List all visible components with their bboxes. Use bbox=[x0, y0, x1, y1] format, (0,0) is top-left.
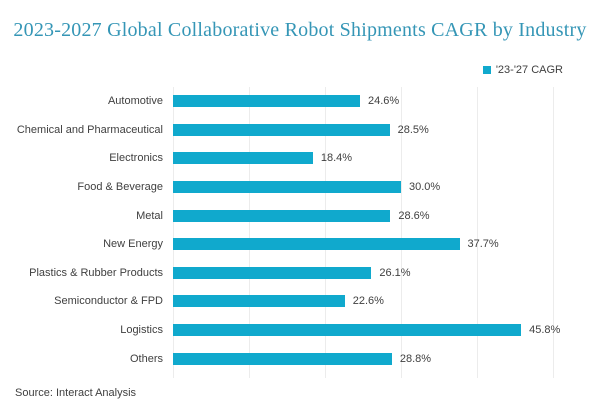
chart-row: Food & Beverage 30.0% bbox=[0, 173, 600, 202]
category-label: Plastics & Rubber Products bbox=[29, 266, 163, 279]
value-label: 24.6% bbox=[367, 95, 400, 108]
value-label: 18.4% bbox=[320, 152, 353, 165]
gridline bbox=[553, 87, 554, 378]
bar-area: 45.8% bbox=[173, 324, 560, 337]
category-label: Chemical and Pharmaceutical bbox=[16, 123, 163, 136]
chart-row: Logistics 45.8% bbox=[0, 316, 600, 345]
bar bbox=[173, 324, 522, 337]
bar-area: 18.4% bbox=[173, 152, 553, 165]
bar bbox=[173, 238, 460, 251]
category-label: Food & Beverage bbox=[77, 181, 163, 194]
bar bbox=[173, 181, 401, 194]
bar bbox=[173, 123, 390, 136]
category-label: New Energy bbox=[103, 238, 163, 251]
chart-row: Automotive 24.6% bbox=[0, 87, 600, 116]
bar bbox=[173, 152, 313, 165]
legend-swatch-icon bbox=[482, 66, 491, 74]
chart-row: Metal 28.6% bbox=[0, 201, 600, 230]
gridline bbox=[173, 87, 174, 378]
legend: '23-'27 CAGR bbox=[482, 64, 563, 76]
value-label: 22.6% bbox=[352, 295, 384, 308]
bar-area: 26.1% bbox=[173, 266, 553, 279]
chart-row: Semiconductor & FPD 22.6% bbox=[0, 287, 600, 316]
bar-area: 22.6% bbox=[173, 295, 553, 308]
bar bbox=[173, 295, 345, 308]
value-label: 26.1% bbox=[379, 266, 411, 279]
bar bbox=[173, 266, 372, 279]
chart-row: Plastics & Rubber Products 26.1% bbox=[0, 259, 600, 288]
bar-area: 24.6% bbox=[173, 95, 553, 108]
chart-title: 2023-2027 Global Collaborative Robot Shi… bbox=[13, 19, 587, 41]
category-label: Others bbox=[129, 352, 163, 365]
value-label: 28.6% bbox=[398, 209, 430, 222]
category-label: Electronics bbox=[109, 152, 163, 165]
bar-area: 28.6% bbox=[173, 209, 553, 222]
gridline bbox=[477, 87, 478, 378]
value-label: 30.0% bbox=[409, 181, 441, 194]
category-label: Logistics bbox=[120, 324, 163, 337]
value-label: 28.5% bbox=[397, 123, 429, 136]
bar-chart: Automotive 24.6% Chemical and Pharmaceutic… bbox=[0, 87, 600, 379]
gridline bbox=[325, 87, 326, 378]
bar-rows: Automotive 24.6% Chemical and Pharmaceutic… bbox=[0, 87, 600, 373]
gridline bbox=[401, 87, 402, 378]
value-label: 37.7% bbox=[467, 238, 499, 251]
legend-label: '23-'27 CAGR bbox=[495, 64, 563, 76]
chart-row: Electronics 18.4% bbox=[0, 144, 600, 173]
bar-area: 37.7% bbox=[173, 238, 553, 251]
category-label: Automotive bbox=[107, 95, 163, 108]
bar bbox=[173, 352, 392, 365]
value-label: 28.8% bbox=[399, 352, 432, 365]
gridlines bbox=[173, 87, 554, 378]
chart-row: Others 28.8% bbox=[0, 344, 600, 373]
source-note: Source: Interact Analysis bbox=[15, 387, 137, 399]
value-label: 45.8% bbox=[529, 324, 561, 337]
bar bbox=[173, 209, 391, 222]
bar bbox=[173, 95, 360, 108]
chart-row: New Energy 37.7% bbox=[0, 230, 600, 259]
bar-area: 28.5% bbox=[173, 123, 553, 136]
category-label: Semiconductor & FPD bbox=[54, 295, 163, 308]
bar-area: 30.0% bbox=[173, 181, 553, 194]
bar-area: 28.8% bbox=[173, 352, 553, 365]
chart-row: Chemical and Pharmaceutical 28.5% bbox=[0, 116, 600, 145]
category-label: Metal bbox=[136, 209, 163, 222]
gridline bbox=[249, 87, 250, 378]
